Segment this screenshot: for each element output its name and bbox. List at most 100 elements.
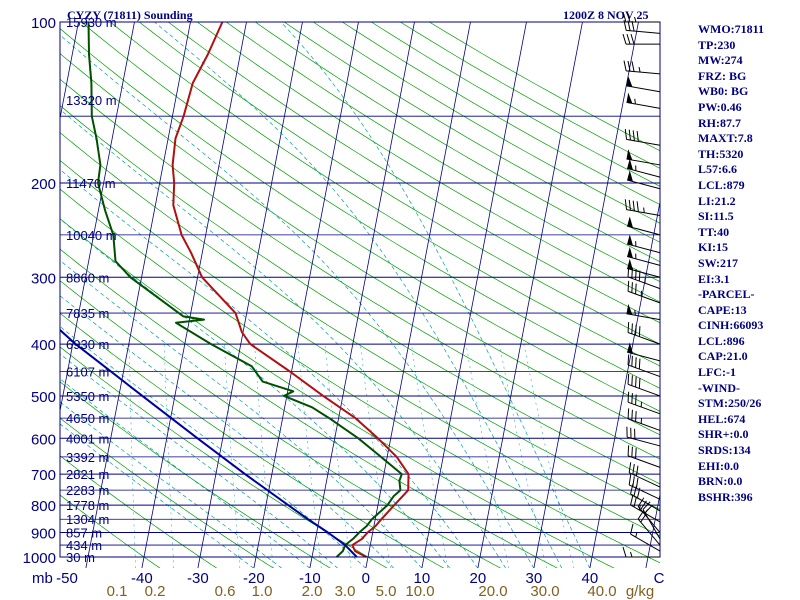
barb-half-flag xyxy=(638,504,641,511)
wind-barb xyxy=(627,391,661,415)
barb-staff xyxy=(630,533,661,552)
barb-flag xyxy=(631,61,635,72)
barb-flag xyxy=(622,34,627,45)
barb-flag xyxy=(636,131,639,142)
mixing-ratio-label: 0.2 xyxy=(145,583,166,600)
height-label: 3392 m xyxy=(66,450,109,465)
barb-half-flag xyxy=(634,310,636,316)
dry-adiabat xyxy=(109,22,660,367)
barb-staff xyxy=(626,138,661,146)
stat-item: SI:11.5 xyxy=(698,209,734,224)
barb-flag xyxy=(635,411,637,422)
wind-barbs xyxy=(622,11,661,558)
y-axis-unit: mb xyxy=(32,570,53,587)
barb-staff xyxy=(627,276,661,290)
barb-staff xyxy=(627,364,661,378)
barb-flag xyxy=(640,500,647,510)
wind-barb xyxy=(624,128,661,146)
barb-flag xyxy=(632,463,635,475)
wind-barb xyxy=(624,199,661,217)
moist-adiabat xyxy=(154,22,563,568)
barb-staff xyxy=(627,256,661,266)
stat-item: FRZ: BG xyxy=(698,68,747,83)
temp-tick-label: -40 xyxy=(131,570,153,587)
isotherm xyxy=(309,22,415,568)
barb-pennant xyxy=(627,170,633,182)
pressure-tick-label: 500 xyxy=(31,389,56,406)
barb-staff xyxy=(628,472,661,488)
barb-flag xyxy=(626,11,631,23)
barb-flag xyxy=(642,501,651,510)
barb-flag xyxy=(635,465,639,477)
wind-barb xyxy=(627,354,661,378)
wind-barb xyxy=(623,60,661,75)
barb-half-flag xyxy=(630,551,633,558)
dry-adiabat xyxy=(60,78,660,460)
barb-flag xyxy=(638,377,641,389)
barb-staff xyxy=(626,85,661,93)
mixing-ratio-line xyxy=(465,344,510,568)
stat-item: SW:217 xyxy=(698,255,739,270)
temp-tick-label: 20 xyxy=(469,570,486,587)
barb-flag xyxy=(632,130,635,141)
barb-pennant xyxy=(627,216,633,228)
dry-adiabat xyxy=(60,105,660,485)
barb-staff xyxy=(637,518,661,546)
grid-layer xyxy=(60,22,660,568)
wind-barb xyxy=(622,11,660,23)
barb-flag xyxy=(627,373,630,385)
stat-item: TH:5320 xyxy=(698,146,744,161)
isotherm xyxy=(253,22,359,568)
mixing-ratio-label: 2.0 xyxy=(302,583,323,600)
stat-item: LFC:-1 xyxy=(698,365,736,380)
barb-flag xyxy=(631,267,633,279)
pressure-tick-label: 100 xyxy=(31,15,56,32)
height-label: 15930 m xyxy=(66,15,117,30)
barb-flag xyxy=(640,513,647,523)
barb-half-flag xyxy=(643,207,645,213)
moist-adiabat xyxy=(60,423,254,568)
barb-flag xyxy=(635,324,637,336)
pressure-tick-label: 700 xyxy=(31,467,56,484)
barb-flag xyxy=(638,326,641,337)
stat-item: CAPE:13 xyxy=(698,302,747,317)
mixing-ratio-label: 10.0 xyxy=(405,583,434,600)
height-label: 30 m xyxy=(66,550,95,565)
barb-staff xyxy=(627,332,661,345)
dry-adiabat xyxy=(196,22,660,303)
moist-adiabat xyxy=(60,353,338,568)
temp-tick-label: -30 xyxy=(187,570,209,587)
barb-staff xyxy=(627,401,661,415)
barb-flag xyxy=(635,269,637,280)
temp-tick-label: 0 xyxy=(362,570,370,587)
mixing-ratio-label: 20.0 xyxy=(478,583,507,600)
barb-staff xyxy=(627,455,661,468)
dry-adiabat xyxy=(60,28,660,412)
stat-item: EHI:0.0 xyxy=(698,458,740,473)
pressure-tick-label: 900 xyxy=(31,526,56,543)
wind-barb xyxy=(627,246,661,266)
barb-flag xyxy=(627,354,630,365)
plot-frame xyxy=(59,21,661,558)
stat-item: BRN:0.0 xyxy=(698,474,743,489)
isotherm xyxy=(589,199,660,568)
barb-flag xyxy=(624,199,628,210)
height-label: 1778 m xyxy=(66,498,109,513)
wind-barb xyxy=(627,373,661,397)
height-label: 2821 m xyxy=(66,467,109,482)
barb-flag xyxy=(631,375,633,386)
height-label: 8860 m xyxy=(66,270,109,285)
barb-pennant xyxy=(627,342,633,354)
barb-flag xyxy=(631,282,633,293)
wind-barb xyxy=(622,34,660,45)
stat-item: STM:250/26 xyxy=(698,396,762,411)
stat-item: -PARCEL- xyxy=(698,287,755,302)
pressure-tick-label: 1000 xyxy=(23,550,56,567)
barb-flag xyxy=(627,391,630,403)
barb-flag xyxy=(630,34,635,45)
barb-flag xyxy=(631,393,633,404)
barb-flag xyxy=(627,60,631,72)
stat-item: TT:40 xyxy=(698,224,730,239)
barb-pennant xyxy=(626,149,633,161)
isotherm xyxy=(477,22,583,568)
